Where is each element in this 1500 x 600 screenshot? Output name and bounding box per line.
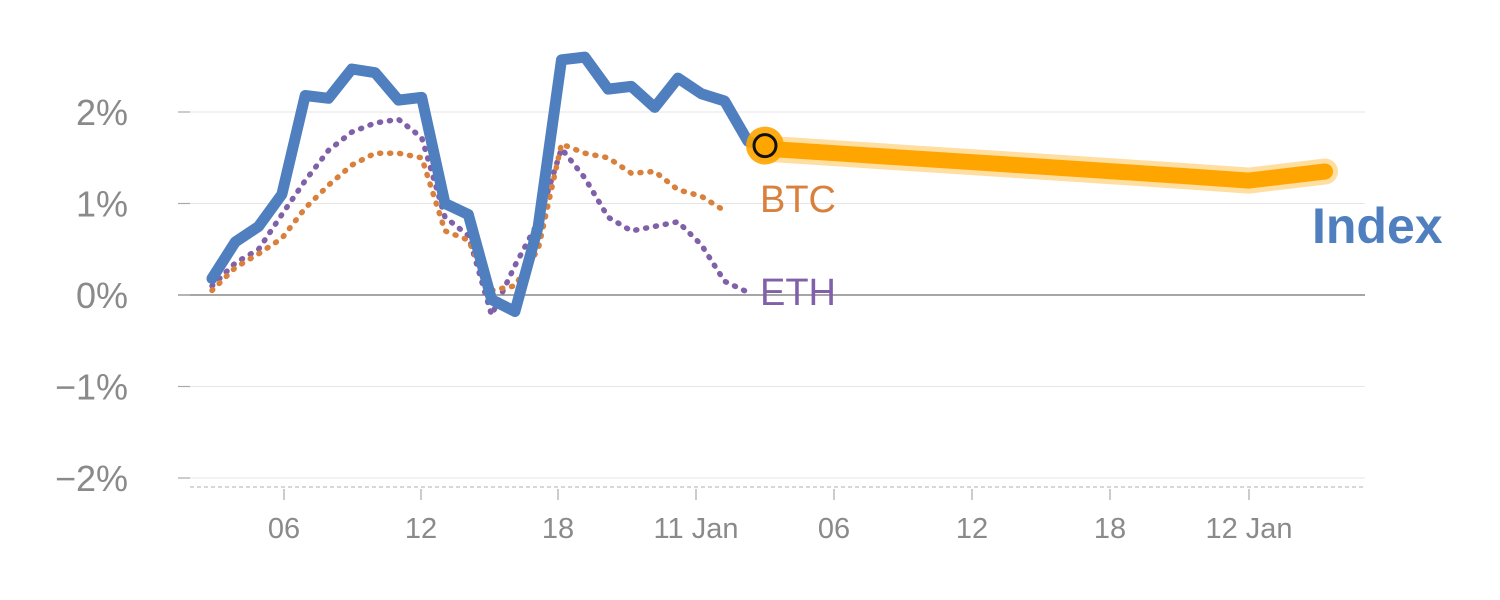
series-label-btc: BTC: [760, 179, 836, 221]
y-tick-label: −2%: [55, 458, 128, 499]
axes: 2% 1% 0% −1% −2% 06 12 18 11 Jan 06 12 18 12 Jan: [55, 92, 1365, 545]
y-tick-label: 0%: [76, 275, 128, 316]
series-label-index: Index: [1312, 198, 1443, 254]
series-line-index: [206, 51, 777, 317]
series-label-eth: ETH: [760, 272, 836, 314]
x-tick-label: 12: [956, 513, 988, 545]
x-tick-label: 18: [1094, 513, 1126, 545]
x-tick-label: 18: [542, 513, 574, 545]
series-labels: BTC ETH Index: [760, 179, 1443, 314]
y-tick-label: −1%: [55, 367, 128, 408]
gridlines: [178, 111, 1365, 479]
series-line-btc: [209, 141, 728, 294]
current-marker: [752, 133, 778, 159]
x-tick-label: 06: [818, 513, 850, 545]
x-tick-label: 12 Jan: [1205, 513, 1292, 545]
y-tick-label: 1%: [76, 184, 128, 225]
x-tick-label: 12: [405, 513, 437, 545]
series-lines: [206, 51, 1338, 318]
x-tick-label: 11 Jan: [654, 513, 739, 545]
forecast-band: [757, 140, 1333, 189]
y-tick-label: 2%: [76, 92, 128, 133]
x-tick-label: 06: [268, 513, 300, 545]
